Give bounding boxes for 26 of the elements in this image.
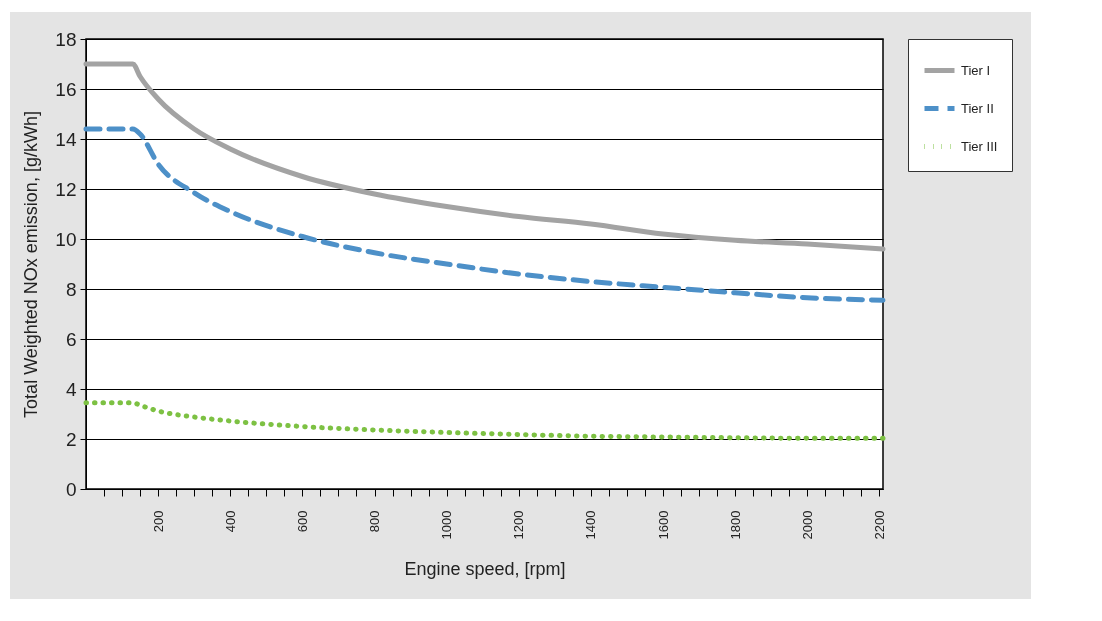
legend-label: Tier III: [961, 138, 998, 154]
legend-label: Tier I: [961, 62, 991, 78]
x-tick-label: 200: [150, 510, 166, 533]
x-tick-label: 1000: [439, 510, 455, 540]
y-tick-label: 12: [55, 178, 77, 200]
x-tick-label: 1800: [727, 510, 743, 540]
y-tick-label: 6: [65, 328, 77, 350]
x-tick-label: 1200: [511, 510, 527, 540]
x-tick-label: 2000: [799, 510, 815, 540]
legend-label: Tier II: [961, 100, 994, 116]
y-tick-label: 16: [55, 78, 77, 100]
y-tick-label: 18: [55, 28, 77, 50]
y-tick-label: 4: [65, 378, 77, 400]
y-tick-label: 8: [65, 278, 77, 300]
x-tick-label: 400: [222, 510, 238, 533]
x-tick-label: 600: [294, 510, 310, 533]
y-tick-label: 0: [65, 478, 77, 500]
x-tick-label: 2200: [871, 510, 887, 540]
x-tick-label: 800: [367, 510, 383, 533]
x-tick-label: 1600: [655, 510, 671, 540]
y-tick-label: 10: [55, 228, 77, 250]
x-axis-title: Engine speed, [rpm]: [404, 559, 566, 580]
y-tick-label: 14: [55, 128, 77, 150]
x-tick-label: 1400: [583, 510, 599, 540]
y-axis-title: Total Weighted NOx emission, [g/kWh]: [21, 111, 42, 418]
y-tick-label: 2: [65, 428, 77, 450]
